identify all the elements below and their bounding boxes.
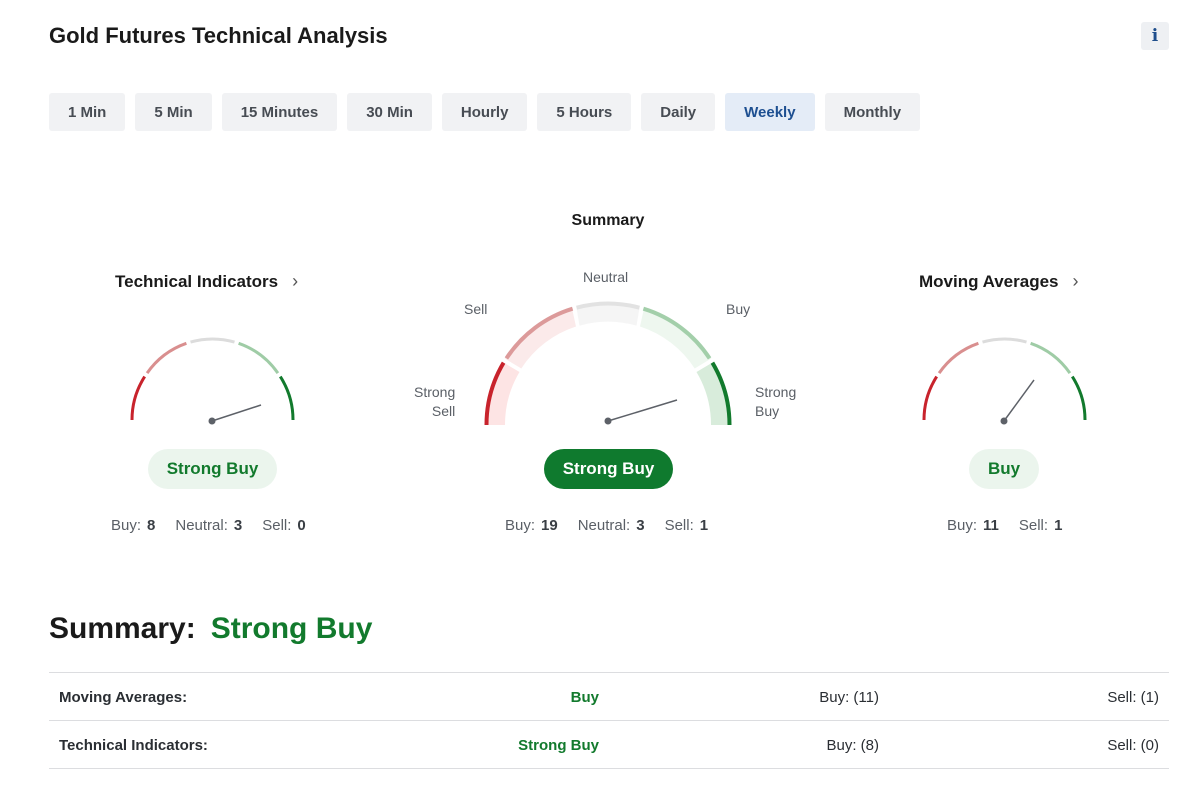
- summary-table: Moving Averages: Buy Buy: (11) Sell: (1)…: [49, 672, 1169, 769]
- buy-count-label: Buy:: [505, 517, 536, 534]
- summary-counts: Buy: 19 Neutral: 3 Sell: 1: [505, 517, 708, 534]
- gauge-label-strong-buy: Strong Buy: [755, 384, 797, 419]
- gauge-pivot: [208, 417, 216, 425]
- buy-count-label: Buy:: [111, 517, 142, 534]
- moving-averages-counts: Buy: 11 Sell: 1: [947, 517, 1062, 534]
- gauge-needle: [607, 399, 678, 422]
- moving-averages-signal-badge: Buy: [969, 449, 1039, 489]
- moving-averages-link[interactable]: Moving Averages ›: [919, 271, 1079, 292]
- tab-hourly[interactable]: Hourly: [441, 93, 528, 131]
- gauge-needle: [211, 404, 262, 422]
- technical-indicators-title: Technical Indicators: [115, 271, 279, 291]
- sell-count-label: Sell:: [1018, 517, 1049, 534]
- sell-count-label: Sell:: [664, 517, 694, 534]
- neutral-count: 3: [636, 517, 645, 534]
- overall-summary-label: Summary:: [49, 612, 196, 645]
- row-buy: Buy: (8): [826, 736, 879, 754]
- summary-gauge: [484, 301, 732, 426]
- row-signal: Strong Buy: [518, 736, 599, 754]
- row-signal: Buy: [570, 688, 599, 706]
- moving-averages-title: Moving Averages: [919, 271, 1059, 291]
- tab-daily[interactable]: Daily: [641, 93, 716, 131]
- tab-15-minutes[interactable]: 15 Minutes: [221, 93, 338, 131]
- sell-count: 0: [297, 517, 306, 534]
- table-row: Technical Indicators: Strong Buy Buy: (8…: [49, 721, 1169, 769]
- tab-monthly[interactable]: Monthly: [824, 93, 921, 131]
- row-buy: Buy: (11): [819, 688, 879, 706]
- overall-summary-value: Strong Buy: [210, 612, 373, 645]
- technical-indicators-signal-badge: Strong Buy: [148, 449, 277, 489]
- gauge-label-buy: Buy: [726, 301, 751, 317]
- header: Gold Futures Technical Analysis i: [49, 22, 1169, 54]
- tab-5-hours[interactable]: 5 Hours: [537, 93, 632, 131]
- buy-count-label: Buy:: [947, 517, 978, 534]
- sell-count-label: Sell:: [262, 517, 292, 534]
- neutral-count-label: Neutral:: [577, 517, 631, 534]
- neutral-count: 3: [233, 517, 243, 534]
- gauge-pivot: [1000, 417, 1008, 425]
- gauge-label-strong-sell: Strong Sell: [414, 384, 456, 419]
- neutral-count-label: Neutral:: [175, 517, 228, 534]
- tab-5-min[interactable]: 5 Min: [135, 93, 212, 131]
- chevron-right-icon: ›: [292, 271, 299, 291]
- gauge-label-neutral: Neutral: [583, 269, 629, 285]
- technical-indicators-gauge: [130, 337, 295, 425]
- sell-count: 1: [1054, 517, 1063, 534]
- row-name: Technical Indicators:: [59, 736, 208, 754]
- table-row: Moving Averages: Buy Buy: (11) Sell: (1): [49, 673, 1169, 721]
- row-name: Moving Averages:: [59, 688, 188, 706]
- tab-1-min[interactable]: 1 Min: [49, 93, 126, 131]
- gauge-label-sell: Sell: [464, 301, 488, 317]
- gauge-pivot: [604, 417, 612, 425]
- row-sell: Sell: (1): [1107, 688, 1159, 706]
- timeframe-tabs: 1 Min 5 Min 15 Minutes 30 Min Hourly 5 H…: [49, 93, 921, 131]
- buy-count: 11: [983, 517, 999, 534]
- buy-count: 8: [147, 517, 156, 534]
- moving-averages-gauge: [922, 337, 1087, 425]
- chevron-right-icon: ›: [1072, 271, 1079, 291]
- tab-weekly[interactable]: Weekly: [725, 93, 815, 131]
- gauge-needle: [1003, 379, 1035, 422]
- technical-indicators-link[interactable]: Technical Indicators ›: [115, 271, 298, 292]
- summary-signal-badge: Strong Buy: [544, 449, 673, 489]
- page-title: Gold Futures Technical Analysis: [49, 23, 388, 48]
- summary-gauge-title: Summary: [571, 212, 645, 229]
- row-sell: Sell: (0): [1107, 736, 1159, 754]
- buy-count: 19: [541, 517, 558, 534]
- overall-summary: Summary: Strong Buy: [49, 612, 372, 646]
- sell-count: 1: [699, 517, 709, 534]
- info-icon[interactable]: i: [1141, 22, 1169, 50]
- tab-30-min[interactable]: 30 Min: [347, 93, 432, 131]
- technical-indicators-counts: Buy: 8 Neutral: 3 Sell: 0: [111, 517, 306, 534]
